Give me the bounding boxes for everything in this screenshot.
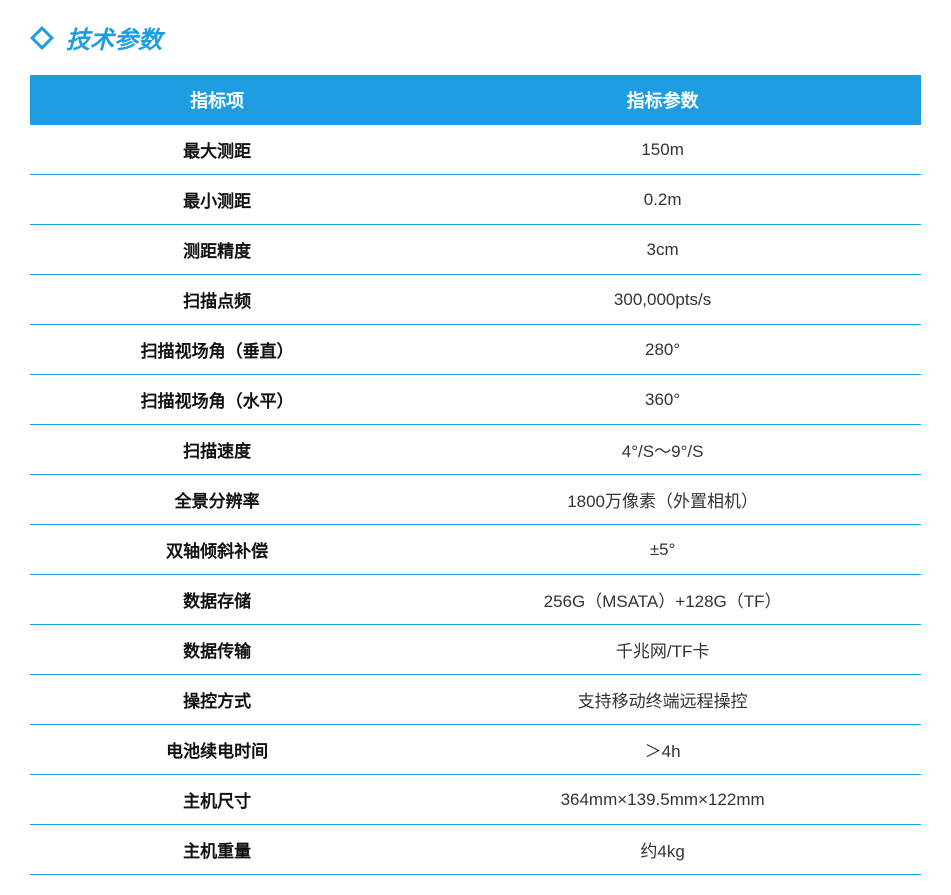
table-row: 数据传输千兆网/TF卡 bbox=[30, 625, 921, 675]
param-value: 364mm×139.5mm×122mm bbox=[404, 775, 921, 825]
section-title: 技术参数 bbox=[66, 20, 162, 55]
param-name: 主机重量 bbox=[30, 825, 404, 875]
table-row: 双轴倾斜补偿±5° bbox=[30, 525, 921, 575]
param-value: 300,000pts/s bbox=[404, 275, 921, 325]
column-header-value: 指标参数 bbox=[404, 75, 921, 125]
param-value: ±5° bbox=[404, 525, 921, 575]
param-name: 测距精度 bbox=[30, 225, 404, 275]
param-value: 256G（MSATA）+128G（TF） bbox=[404, 575, 921, 625]
param-value: 千兆网/TF卡 bbox=[404, 625, 921, 675]
table-row: 主机尺寸364mm×139.5mm×122mm bbox=[30, 775, 921, 825]
param-name: 扫描速度 bbox=[30, 425, 404, 475]
param-name: 扫描视场角（垂直） bbox=[30, 325, 404, 375]
param-value: 150m bbox=[404, 125, 921, 175]
spec-table: 指标项 指标参数 最大测距150m最小测距0.2m测距精度3cm扫描点频300,… bbox=[30, 75, 921, 875]
param-name: 主机尺寸 bbox=[30, 775, 404, 825]
table-row: 电池续电时间＞4h bbox=[30, 725, 921, 775]
column-header-name: 指标项 bbox=[30, 75, 404, 125]
param-name: 扫描视场角（水平） bbox=[30, 375, 404, 425]
param-name: 扫描点频 bbox=[30, 275, 404, 325]
table-row: 扫描速度4°/S～9°/S bbox=[30, 425, 921, 475]
table-body: 最大测距150m最小测距0.2m测距精度3cm扫描点频300,000pts/s扫… bbox=[30, 125, 921, 875]
table-row: 测距精度3cm bbox=[30, 225, 921, 275]
param-value: 支持移动终端远程操控 bbox=[404, 675, 921, 725]
table-row: 扫描视场角（水平）360° bbox=[30, 375, 921, 425]
param-name: 数据传输 bbox=[30, 625, 404, 675]
param-name: 双轴倾斜补偿 bbox=[30, 525, 404, 575]
table-header: 指标项 指标参数 bbox=[30, 75, 921, 125]
diamond-shape bbox=[32, 28, 52, 48]
diamond-icon bbox=[30, 26, 54, 50]
param-name: 最小测距 bbox=[30, 175, 404, 225]
param-value: ＞4h bbox=[404, 725, 921, 775]
table-row: 最小测距0.2m bbox=[30, 175, 921, 225]
table-row: 数据存储256G（MSATA）+128G（TF） bbox=[30, 575, 921, 625]
param-value: 3cm bbox=[404, 225, 921, 275]
param-name: 操控方式 bbox=[30, 675, 404, 725]
param-value: 0.2m bbox=[404, 175, 921, 225]
table-row: 主机重量约4kg bbox=[30, 825, 921, 875]
param-name: 最大测距 bbox=[30, 125, 404, 175]
table-row: 扫描视场角（垂直）280° bbox=[30, 325, 921, 375]
param-value: 约4kg bbox=[404, 825, 921, 875]
param-name: 数据存储 bbox=[30, 575, 404, 625]
section-header: 技术参数 bbox=[30, 20, 921, 55]
param-value: 1800万像素（外置相机） bbox=[404, 475, 921, 525]
table-row: 最大测距150m bbox=[30, 125, 921, 175]
param-value: 360° bbox=[404, 375, 921, 425]
table-row: 操控方式支持移动终端远程操控 bbox=[30, 675, 921, 725]
table-row: 全景分辨率1800万像素（外置相机） bbox=[30, 475, 921, 525]
param-value: 280° bbox=[404, 325, 921, 375]
param-name: 全景分辨率 bbox=[30, 475, 404, 525]
param-name: 电池续电时间 bbox=[30, 725, 404, 775]
param-value: 4°/S～9°/S bbox=[404, 425, 921, 475]
table-row: 扫描点频300,000pts/s bbox=[30, 275, 921, 325]
